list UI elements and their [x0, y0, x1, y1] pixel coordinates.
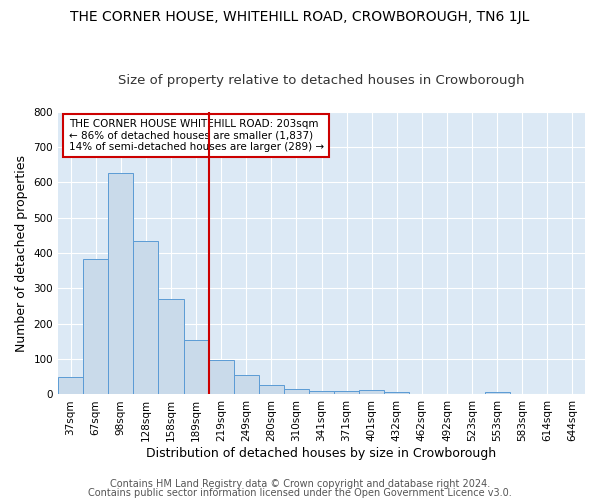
Bar [209, 360, 233, 394]
Bar [359, 390, 384, 394]
Bar [58, 377, 83, 394]
Bar [158, 299, 184, 394]
Y-axis label: Number of detached properties: Number of detached properties [15, 154, 28, 352]
Bar [309, 391, 334, 394]
Bar [284, 389, 309, 394]
X-axis label: Distribution of detached houses by size in Crowborough: Distribution of detached houses by size … [146, 447, 497, 460]
Text: Contains public sector information licensed under the Open Government Licence v3: Contains public sector information licen… [88, 488, 512, 498]
Text: Contains HM Land Registry data © Crown copyright and database right 2024.: Contains HM Land Registry data © Crown c… [110, 479, 490, 489]
Bar [133, 241, 158, 394]
Title: Size of property relative to detached houses in Crowborough: Size of property relative to detached ho… [118, 74, 525, 87]
Bar [184, 340, 209, 394]
Bar [485, 392, 510, 394]
Text: THE CORNER HOUSE, WHITEHILL ROAD, CROWBOROUGH, TN6 1JL: THE CORNER HOUSE, WHITEHILL ROAD, CROWBO… [70, 10, 530, 24]
Bar [259, 384, 284, 394]
Text: THE CORNER HOUSE WHITEHILL ROAD: 203sqm
← 86% of detached houses are smaller (1,: THE CORNER HOUSE WHITEHILL ROAD: 203sqm … [68, 119, 324, 152]
Bar [233, 375, 259, 394]
Bar [83, 259, 108, 394]
Bar [384, 392, 409, 394]
Bar [108, 173, 133, 394]
Bar [334, 391, 359, 394]
